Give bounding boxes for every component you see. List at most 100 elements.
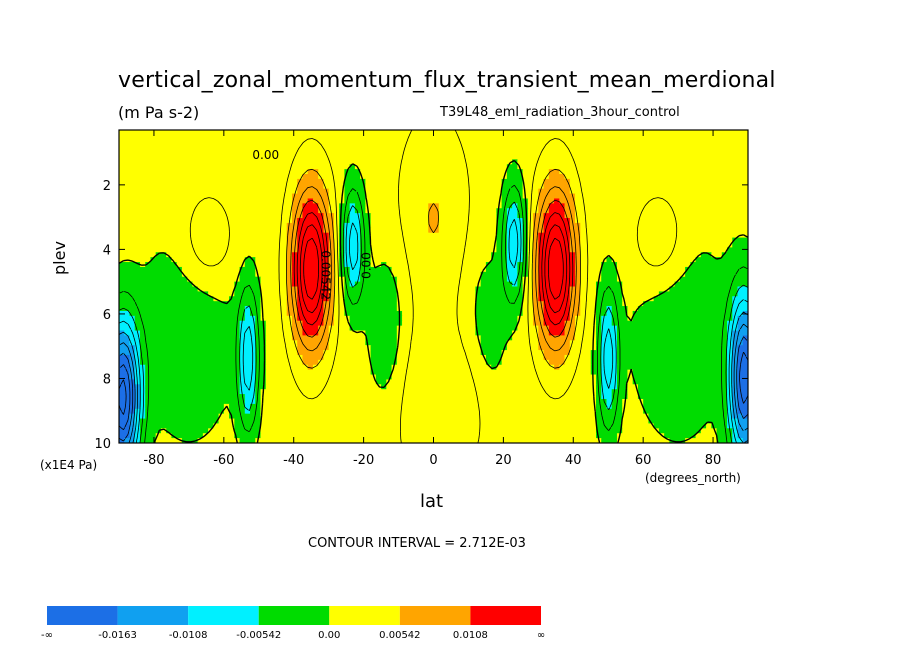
field-cell [554, 218, 560, 224]
field-cell [386, 198, 393, 204]
field-cell [396, 198, 403, 204]
field-cell [685, 237, 691, 244]
field-cell [286, 188, 293, 195]
field-cell [658, 159, 665, 165]
field-cell [124, 286, 131, 292]
field-cell [470, 154, 477, 160]
field-cell [674, 257, 681, 263]
field-cell [575, 237, 581, 244]
field-cell [124, 130, 131, 136]
field-cell [443, 213, 450, 219]
field-cell [134, 247, 141, 253]
field-cell [464, 139, 471, 146]
field-cell [119, 266, 125, 273]
field-cell [291, 134, 298, 141]
field-cell [255, 242, 262, 248]
field-cell [533, 139, 539, 146]
field-cell [643, 213, 650, 219]
field-cell [333, 169, 340, 175]
field-cell [512, 198, 518, 204]
field-cell [223, 266, 230, 273]
field-cell [155, 227, 162, 234]
field-cell [742, 281, 748, 288]
field-cell [145, 271, 152, 278]
field-cell [312, 227, 319, 234]
field-cell [491, 134, 497, 141]
field-cell [527, 174, 534, 180]
field-cell [271, 208, 277, 214]
field-cell [176, 183, 183, 190]
field-cell [538, 144, 545, 151]
field-cell [443, 188, 450, 195]
field-cell [512, 222, 518, 229]
field-cell [554, 188, 560, 195]
field-cell [229, 281, 235, 288]
field-cell [611, 174, 618, 180]
field-cell [360, 252, 366, 258]
field-cell [679, 149, 686, 156]
field-cell [412, 213, 419, 219]
field-cell [616, 252, 623, 258]
field-cell [124, 169, 131, 175]
field-cell [443, 134, 450, 141]
field-cell [244, 262, 251, 268]
field-cell [381, 247, 387, 253]
field-cell [171, 320, 178, 327]
field-cell [485, 252, 492, 258]
field-cell [538, 222, 545, 229]
field-cell [297, 149, 304, 156]
field-cell [732, 286, 739, 292]
field-cell [176, 159, 183, 165]
field-cell [155, 218, 162, 224]
field-cell [653, 262, 660, 268]
field-cell [727, 276, 733, 283]
field-cell [443, 310, 450, 317]
field-cell [291, 222, 298, 229]
field-cell [700, 164, 707, 170]
field-cell [271, 330, 277, 337]
field-cell [187, 301, 193, 307]
field-cell [339, 252, 345, 258]
field-cell [548, 154, 555, 160]
field-cell [124, 325, 131, 332]
field-cell [443, 144, 450, 151]
field-cell [171, 144, 178, 151]
field-cell [449, 286, 456, 292]
field-cell [643, 154, 650, 160]
field-cell [727, 154, 733, 160]
field-cell [533, 315, 539, 322]
field-cell [679, 154, 686, 160]
field-cell [464, 154, 471, 160]
field-cell [365, 188, 372, 195]
field-cell [674, 281, 681, 288]
field-cell [637, 320, 644, 327]
field-cell [449, 315, 456, 322]
field-cell [590, 159, 597, 165]
field-cell [423, 144, 429, 151]
field-cell [496, 276, 503, 283]
field-cell [695, 222, 702, 229]
field-cell [664, 222, 670, 229]
field-cell [737, 188, 744, 195]
field-cell [501, 320, 508, 327]
field-cell [637, 227, 644, 234]
field-cell [134, 320, 141, 327]
field-cell [554, 281, 560, 288]
field-cell [580, 247, 587, 253]
field-cell [480, 198, 487, 204]
field-cell [538, 286, 545, 292]
field-cell [459, 134, 466, 141]
field-cell [250, 242, 256, 248]
field-cell [653, 193, 660, 200]
field-cell [475, 169, 482, 175]
field-cell [459, 310, 466, 317]
field-cell [407, 262, 414, 268]
field-cell [239, 301, 246, 307]
field-cell [307, 286, 314, 292]
field-cell [297, 247, 304, 253]
field-cell [648, 159, 655, 165]
field-cell [208, 232, 214, 239]
field-cell [506, 237, 513, 244]
field-cell [402, 178, 408, 185]
field-cell [155, 213, 162, 219]
